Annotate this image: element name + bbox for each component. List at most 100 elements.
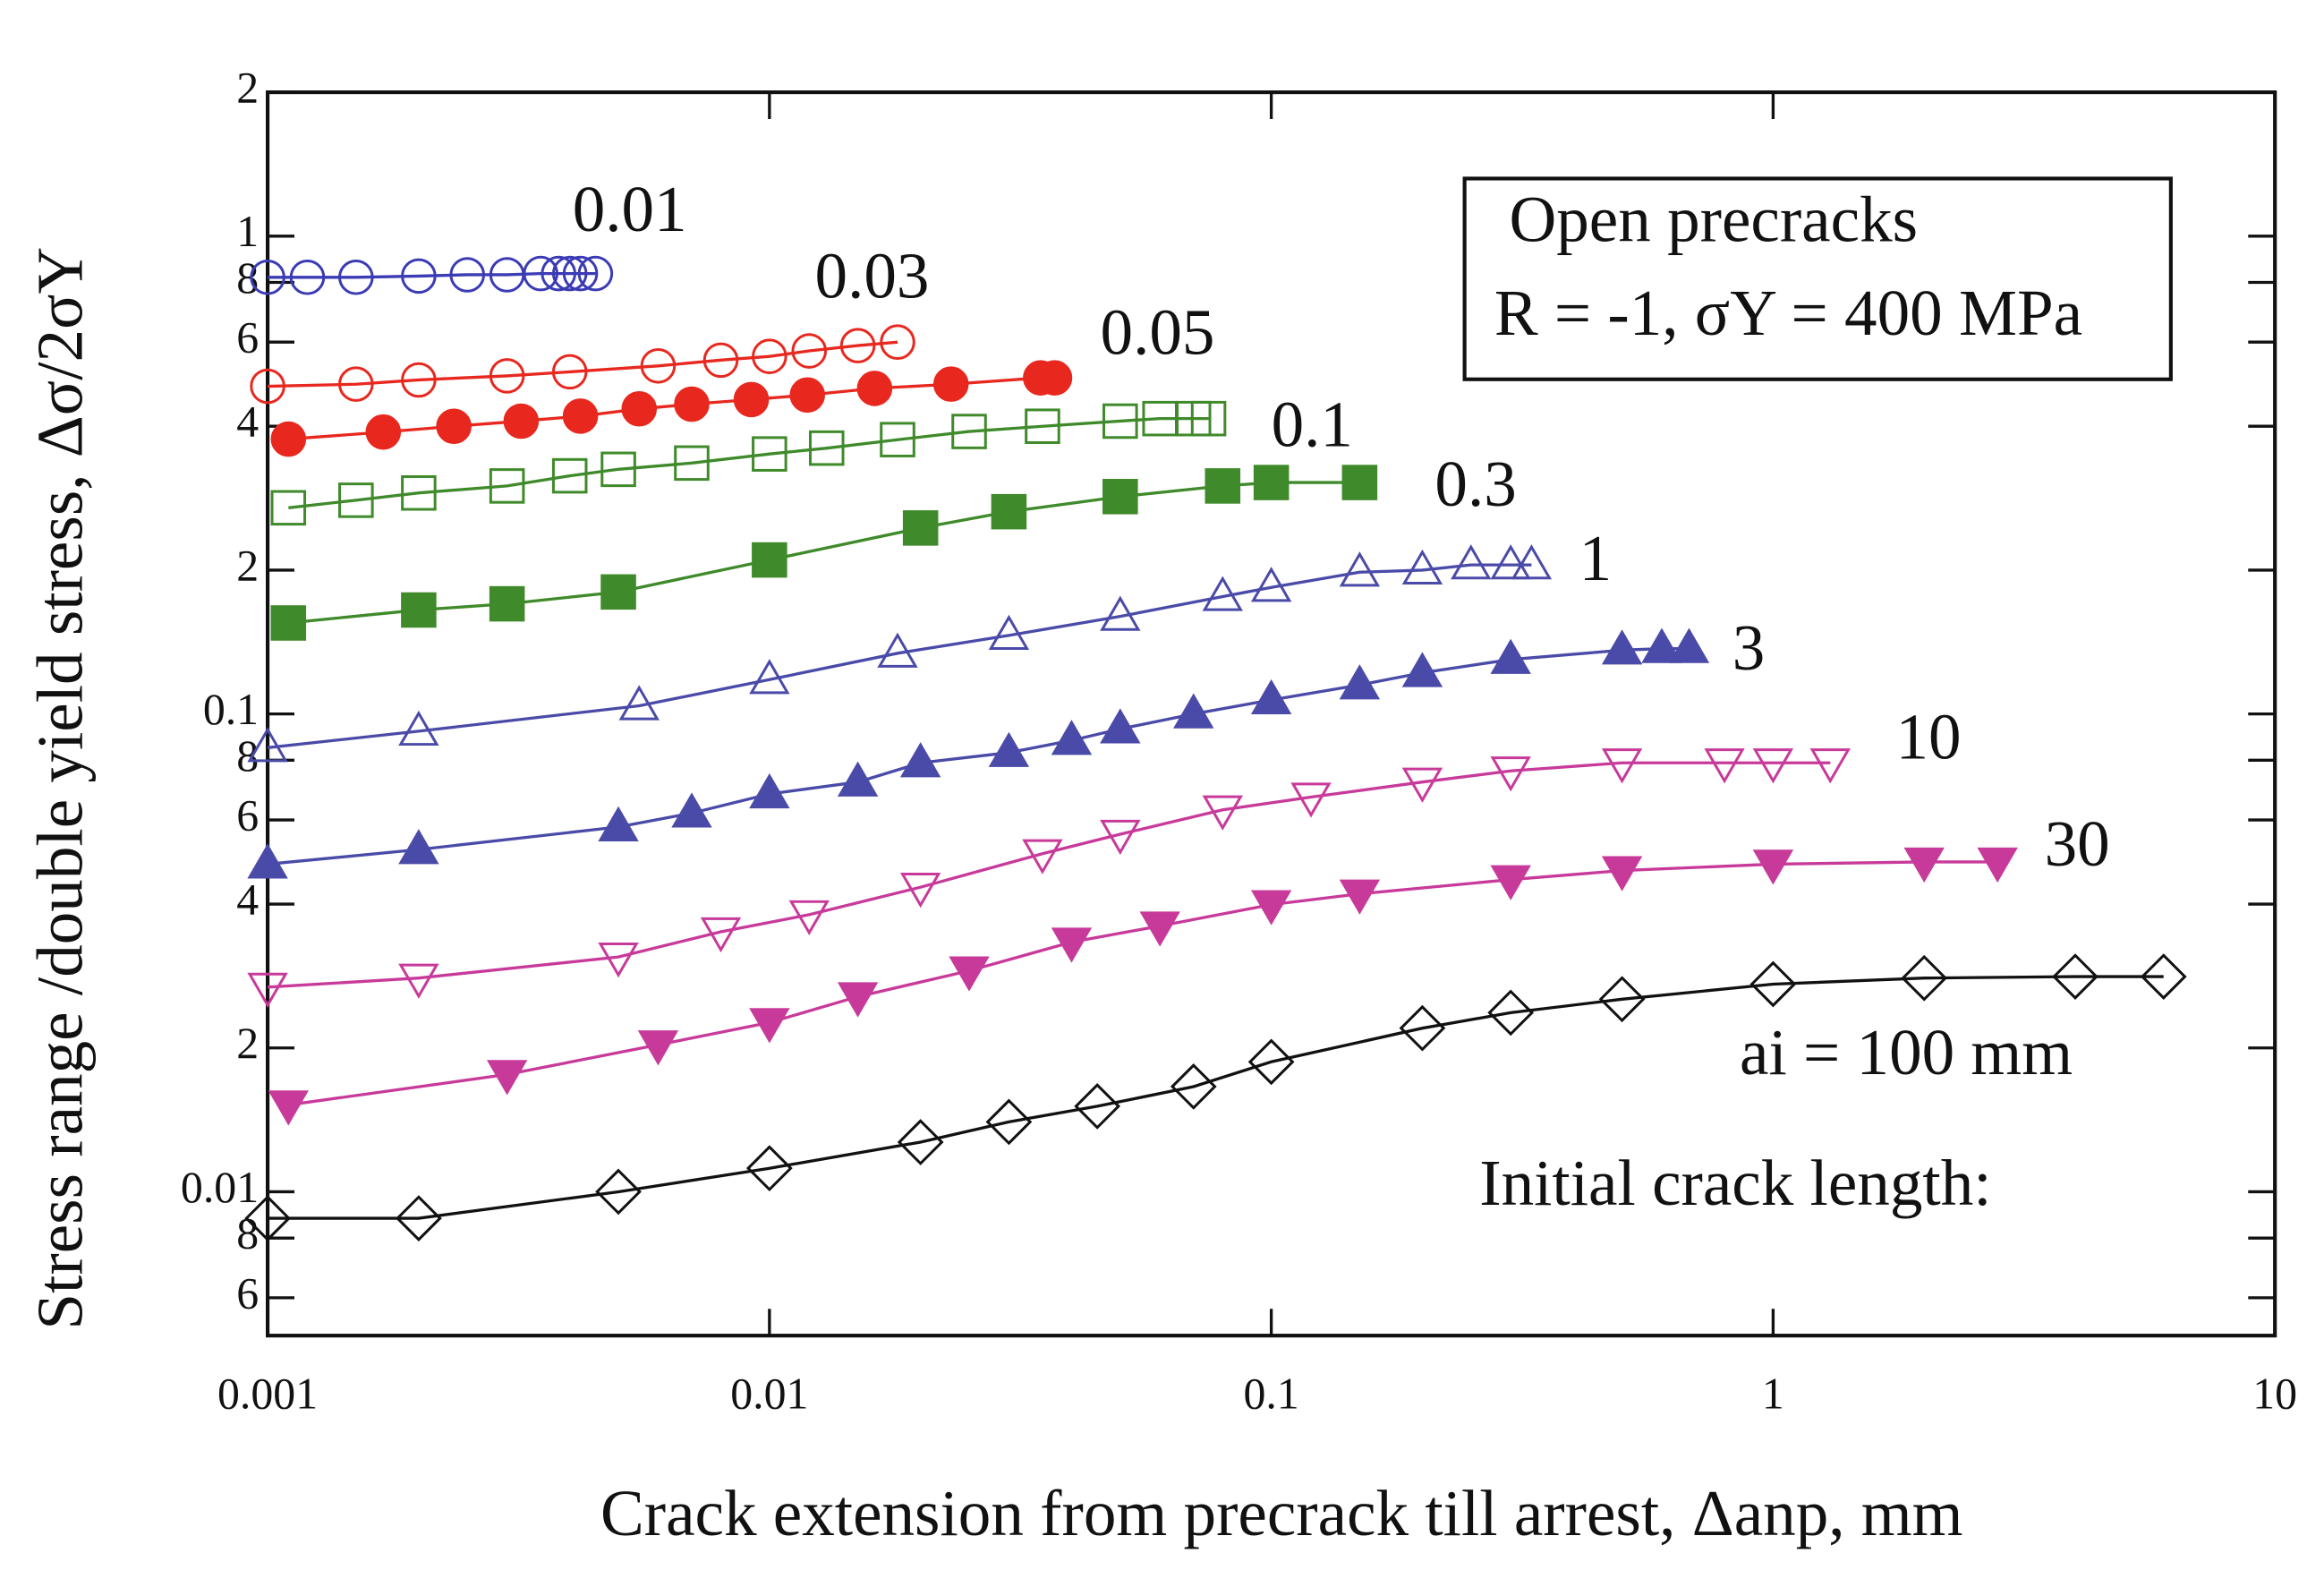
data-point <box>1401 549 1443 585</box>
data-point <box>551 457 588 494</box>
data-point <box>338 366 374 402</box>
data-point <box>1601 748 1643 784</box>
data-point <box>244 1195 291 1241</box>
data-point <box>880 324 915 360</box>
y-tick-label: 2 <box>236 64 259 113</box>
y-tick-label: 4 <box>236 875 259 924</box>
data-point <box>991 493 1027 530</box>
data-point <box>749 1008 790 1044</box>
y-tick-label: 4 <box>236 397 259 447</box>
data-point <box>839 328 876 363</box>
data-point <box>618 685 660 721</box>
series-label: ai = 100 mm <box>1740 1016 2073 1088</box>
data-point <box>595 1168 642 1216</box>
x-tick-label: 0.001 <box>217 1369 318 1418</box>
x-tick-label: 10 <box>2252 1369 2297 1418</box>
y-tick-label: 2 <box>236 541 259 590</box>
data-point <box>2140 953 2187 1000</box>
data-point <box>247 843 288 879</box>
series-label: 0.1 <box>1272 388 1353 461</box>
data-point <box>523 255 558 292</box>
data-point <box>489 585 525 622</box>
data-point <box>270 421 307 457</box>
data-point <box>752 338 787 374</box>
data-point <box>1399 1004 1446 1052</box>
data-point <box>270 605 307 641</box>
data-point <box>436 408 472 444</box>
legend-box <box>1462 176 2173 381</box>
data-point <box>247 972 288 1008</box>
data-point <box>1977 847 2018 883</box>
data-point <box>749 659 790 695</box>
data-point <box>551 354 588 390</box>
data-point <box>247 727 288 763</box>
data-point <box>489 358 525 394</box>
data-point <box>752 436 787 472</box>
data-point <box>577 255 614 292</box>
data-point <box>449 257 486 293</box>
data-point <box>745 1145 793 1192</box>
data-point <box>1601 629 1643 665</box>
data-point <box>486 1060 528 1096</box>
data-point <box>674 386 710 422</box>
series-line <box>267 761 1831 989</box>
data-point <box>902 510 939 546</box>
series-label: 0.03 <box>815 240 930 312</box>
x-tick-label: 0.1 <box>1243 1369 1298 1418</box>
data-point <box>1102 479 1138 515</box>
y-axis-label: Stress range /double yield stress, Δσ/2σ… <box>24 247 97 1330</box>
data-point <box>749 772 790 809</box>
data-point <box>401 362 437 398</box>
annotation: Initial crack length: <box>1479 1147 1991 1219</box>
series-label: 0.05 <box>1101 296 1215 369</box>
data-point <box>1641 627 1682 663</box>
data-point <box>1339 879 1381 915</box>
data-point <box>338 482 374 518</box>
data-point <box>401 474 437 511</box>
data-point <box>398 963 439 999</box>
data-point <box>1247 1038 1295 1086</box>
data-point <box>562 398 599 434</box>
series-label: 10 <box>1895 701 1961 773</box>
data-point <box>1051 720 1093 755</box>
data-point <box>640 348 677 384</box>
data-point <box>1250 567 1292 602</box>
data-point <box>1100 595 1141 631</box>
data-point <box>1202 576 1243 611</box>
data-point <box>733 381 770 418</box>
data-point <box>1490 865 1531 900</box>
data-point <box>988 731 1030 767</box>
data-point <box>1598 976 1646 1023</box>
data-point <box>752 542 787 578</box>
y-tick-label: 6 <box>236 1268 259 1318</box>
data-point <box>1170 1063 1217 1110</box>
data-point <box>837 761 879 797</box>
y-tick-label: 8 <box>236 731 259 781</box>
y-tick-label: 6 <box>236 313 259 363</box>
data-point <box>1490 756 1531 792</box>
data-point <box>949 956 990 992</box>
data-point <box>1051 927 1093 963</box>
data-point <box>1401 652 1443 687</box>
data-point <box>1025 408 1060 444</box>
data-point <box>270 490 307 526</box>
data-point <box>1401 767 1443 803</box>
data-point <box>401 258 437 294</box>
data-point <box>1074 1083 1121 1130</box>
data-point <box>674 445 710 482</box>
legend-line: Open precracks <box>1509 183 1918 255</box>
series-line <box>267 563 1532 749</box>
data-point <box>899 742 941 778</box>
y-tick-label: 8 <box>236 253 259 303</box>
data-point <box>398 829 439 865</box>
data-point <box>1809 748 1851 784</box>
data-point <box>1022 839 1063 875</box>
data-point <box>951 414 987 449</box>
data-point <box>289 260 326 295</box>
data-point <box>877 632 918 668</box>
data-point <box>1752 748 1794 784</box>
data-point <box>489 468 525 504</box>
data-point <box>1205 468 1241 504</box>
data-point <box>637 1030 679 1066</box>
x-tick-label: 0.01 <box>730 1369 808 1418</box>
